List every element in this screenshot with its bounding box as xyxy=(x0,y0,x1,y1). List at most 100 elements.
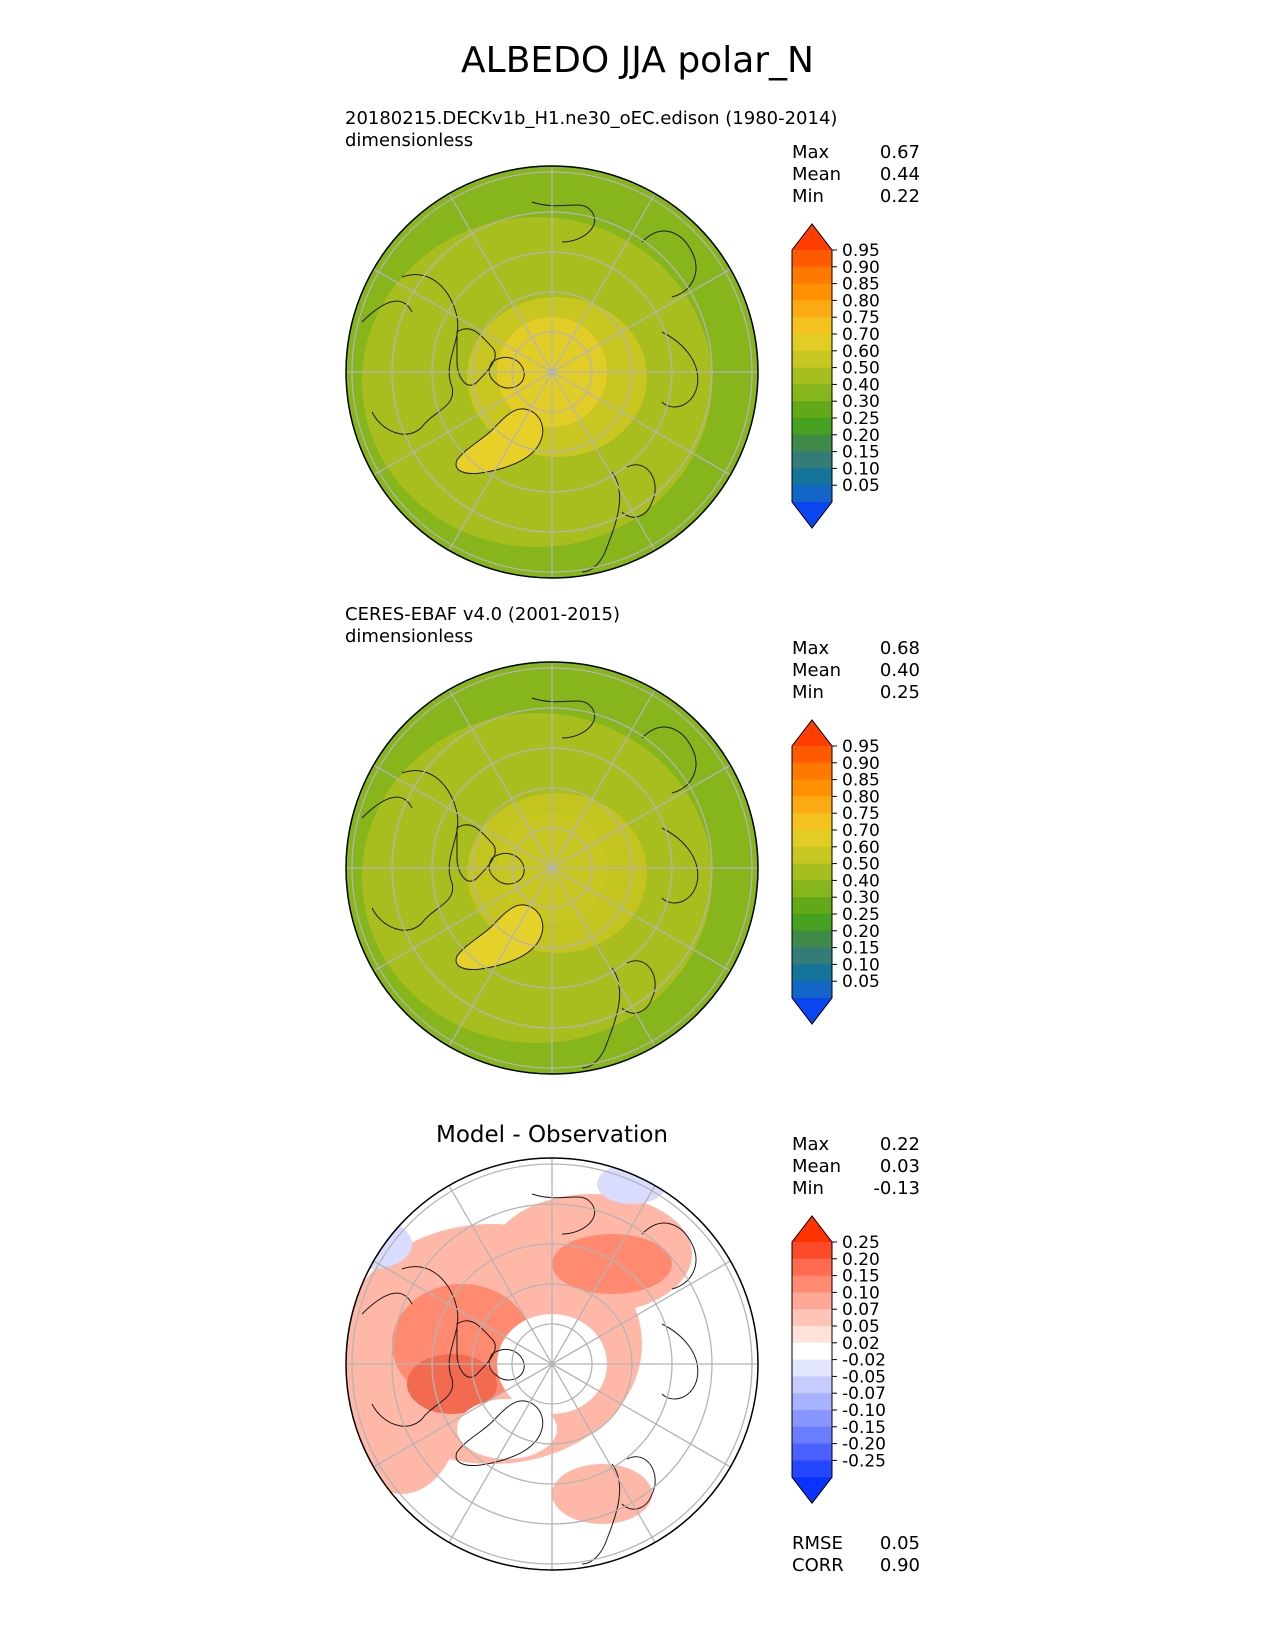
colorbar-segment xyxy=(792,334,832,352)
colorbar-segment xyxy=(792,1460,832,1478)
colorbar-segment xyxy=(792,964,832,982)
stat-min: Min 0.25 xyxy=(792,682,920,704)
coastline xyxy=(641,230,697,298)
coastline xyxy=(456,328,496,386)
meridian-line xyxy=(373,1260,553,1365)
colorbar-segment xyxy=(792,914,832,932)
colorbar-segment xyxy=(792,1326,832,1344)
colorbar-tick-label: 0.05 xyxy=(842,972,880,992)
coastline xyxy=(371,274,459,435)
map-field xyxy=(346,662,758,1074)
coastline xyxy=(531,697,595,739)
metric-corr: CORR 0.90 xyxy=(792,1555,920,1577)
stat-value: 0.67 xyxy=(879,142,920,163)
meridian-line xyxy=(551,689,656,869)
coastline xyxy=(621,1456,656,1510)
colorbar-segment xyxy=(792,1292,832,1310)
colorbar-tick-label: 0.15 xyxy=(842,939,880,959)
meridian-line xyxy=(551,1363,656,1543)
metric-label: CORR xyxy=(792,1555,844,1576)
colorbar-segment xyxy=(792,1393,832,1411)
colorbar-tick-label: 0.40 xyxy=(842,375,880,395)
colorbar-segment xyxy=(792,350,832,369)
colorbar-tick-label: 0.85 xyxy=(842,275,880,295)
coastline xyxy=(581,967,621,1069)
colorbar-segment xyxy=(792,300,832,318)
colorbar-tick-label: 0.90 xyxy=(842,754,880,774)
colorbar-segment xyxy=(792,468,832,486)
positive-bias-region xyxy=(552,1464,652,1524)
colorbar-segment xyxy=(792,384,832,402)
stat-label: Max xyxy=(792,638,830,659)
colorbar-tick-label: 0.75 xyxy=(842,308,880,328)
test-units: dimensionless xyxy=(345,130,474,151)
test-stats: Max 0.67 Mean 0.44 Min 0.22 xyxy=(792,142,920,208)
colorbar-tick-label: -0.25 xyxy=(842,1451,886,1471)
coastline xyxy=(641,1222,697,1290)
map-boundary xyxy=(345,1157,759,1571)
colorbar-tick-label: 0.25 xyxy=(842,905,880,925)
colorbar-tick-label: 0.40 xyxy=(842,871,880,891)
stat-mean: Mean 0.44 xyxy=(792,164,920,186)
colorbar-tick-label: 0.95 xyxy=(842,737,880,757)
greenland-difference xyxy=(457,1399,557,1459)
colorbar-segment xyxy=(792,813,832,831)
colorbar-outline xyxy=(791,223,833,529)
reference-colorbar: 0.950.900.850.800.750.700.600.500.400.30… xyxy=(791,719,880,1025)
colorbar-tick-label: 0.10 xyxy=(842,955,880,975)
meridian-line xyxy=(448,867,553,1047)
map-boundary xyxy=(345,661,759,1075)
meridian-line xyxy=(373,764,553,869)
meridian-line xyxy=(373,268,553,373)
meridian-line xyxy=(551,193,656,373)
strong-positive-bias xyxy=(552,1234,672,1294)
colorbar-segment xyxy=(792,317,832,335)
metric-value: 0.05 xyxy=(879,1533,920,1554)
meridian-line xyxy=(373,867,553,972)
meridian-line xyxy=(551,371,656,551)
meridian-line xyxy=(448,689,553,869)
colorbar-tick-label: -0.20 xyxy=(842,1435,886,1455)
coastline xyxy=(531,1193,595,1235)
colorbar-tick-label: 0.30 xyxy=(842,888,880,908)
colorbar-tick-label: 0.02 xyxy=(842,1334,880,1354)
meridian-line xyxy=(373,1363,553,1468)
colorbar-tick-label: 0.75 xyxy=(842,804,880,824)
coastline xyxy=(455,904,544,970)
colorbar-segment xyxy=(792,947,832,965)
coastline xyxy=(488,1349,525,1381)
map-field xyxy=(346,166,758,578)
test-colorbar: 0.950.900.850.800.750.700.600.500.400.30… xyxy=(791,223,880,529)
reference-stats: Max 0.68 Mean 0.40 Min 0.25 xyxy=(792,638,920,704)
test-polar-map xyxy=(345,165,759,579)
stat-label: Max xyxy=(792,142,830,163)
meridian-line xyxy=(448,1185,553,1365)
colorbar-segment xyxy=(792,897,832,915)
coastline xyxy=(581,1463,621,1565)
colorbar-tick-label: 0.80 xyxy=(842,787,880,807)
colorbar-tick-label: 0.15 xyxy=(842,443,880,463)
coastline xyxy=(488,357,525,389)
meridian-line xyxy=(551,1363,731,1468)
colorbar-segment xyxy=(792,720,832,746)
colorbar-tick-label: 0.60 xyxy=(842,342,880,362)
colorbar-outline xyxy=(791,719,833,1025)
difference-metrics: RMSE 0.05 CORR 0.90 xyxy=(792,1533,920,1577)
colorbar-segment xyxy=(792,367,832,385)
stat-max: Max 0.67 xyxy=(792,142,920,164)
colorbar-segment xyxy=(792,746,832,764)
colorbar-tick-label: -0.02 xyxy=(842,1351,886,1371)
colorbar-tick-label: 0.10 xyxy=(842,1283,880,1303)
colorbar-tick-label: 0.90 xyxy=(842,258,880,278)
coastline xyxy=(661,1323,699,1400)
coastline xyxy=(361,796,413,819)
reference-units: dimensionless xyxy=(345,626,474,647)
coastline xyxy=(488,853,525,885)
colorbar-segment xyxy=(792,880,832,898)
difference-polar-map xyxy=(345,1157,759,1571)
colorbar-segment xyxy=(792,250,832,268)
difference-title: Model - Observation xyxy=(435,1122,669,1148)
stat-max: Max 0.22 xyxy=(792,1134,920,1156)
colorbar-segment xyxy=(792,1242,832,1260)
stat-mean: Mean 0.40 xyxy=(792,660,920,682)
